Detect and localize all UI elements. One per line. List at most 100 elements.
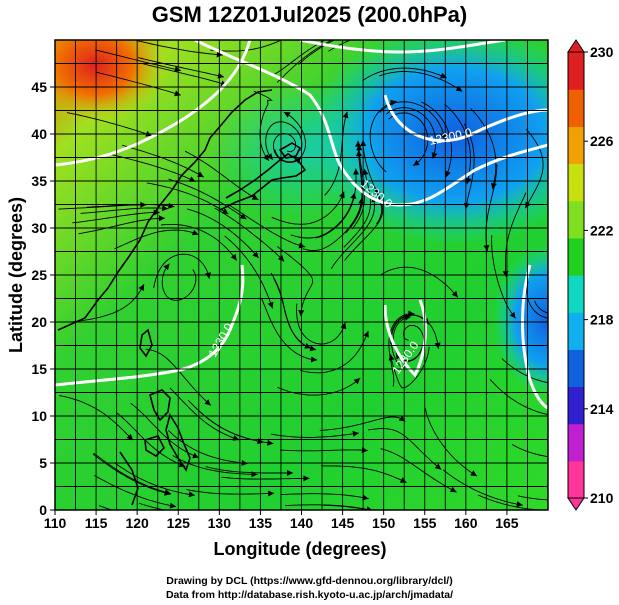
- streamline: [321, 465, 407, 484]
- streamline: [328, 40, 352, 52]
- streamline: [489, 378, 548, 415]
- y-ticks: 0 5 10 15 20 25 30 35 40 45: [31, 79, 55, 518]
- streamline-arrow: [163, 263, 170, 271]
- streamline: [351, 144, 366, 230]
- streamline: [161, 263, 197, 301]
- streamline: [534, 300, 548, 314]
- streamline-arrow: [561, 413, 567, 419]
- streamline: [114, 462, 195, 496]
- streamline: [315, 168, 357, 239]
- streamline-arrow: [455, 85, 463, 92]
- streamline: [504, 192, 527, 278]
- streamline-arrow: [470, 470, 477, 477]
- streamline: [386, 107, 437, 159]
- colorbar-tick-label: 226: [590, 133, 614, 149]
- streamline-arrow: [221, 208, 229, 214]
- streamline-arrow: [268, 490, 275, 497]
- streamline-arrow: [339, 191, 345, 199]
- streamline: [298, 40, 336, 65]
- streamline: [121, 144, 205, 178]
- streamline: [296, 303, 346, 345]
- colorbar: 230 226 222 218 214 210: [567, 39, 614, 511]
- x-tick-label: 155: [413, 515, 437, 531]
- colorbar-segment: [568, 237, 584, 276]
- streamline: [161, 223, 238, 261]
- credit-data-source: Data from http://database.rish.kyoto-u.a…: [165, 589, 454, 601]
- streamline: [253, 90, 273, 162]
- y-tick-label: 35: [31, 173, 47, 189]
- streamline: [390, 314, 439, 349]
- streamline-arrow: [352, 430, 359, 437]
- streamline-arrow: [558, 508, 564, 514]
- streamline-arrow: [403, 516, 410, 522]
- colorbar-segment: [568, 52, 584, 90]
- colorbar-tick-label: 218: [590, 312, 614, 328]
- streamline-arrow: [353, 168, 359, 175]
- streamline-arrow: [267, 301, 274, 309]
- streamline-arrow: [509, 311, 516, 319]
- y-tick-label: 20: [31, 314, 47, 330]
- streamline: [444, 103, 471, 185]
- streamline: [276, 40, 333, 83]
- streamline-arrow: [356, 150, 362, 157]
- colorbar-tick-label: 222: [590, 222, 614, 238]
- x-tick-label: 110: [44, 515, 67, 531]
- streamline: [116, 412, 186, 468]
- streamline-arrow: [342, 111, 349, 119]
- y-axis-label: Latitude (degrees): [6, 197, 26, 353]
- streamline: [272, 133, 302, 164]
- streamline: [517, 495, 548, 501]
- streamline: [470, 108, 497, 190]
- streamline-arrow: [169, 502, 176, 509]
- streamline-arrow: [162, 205, 169, 212]
- streamline-arrow: [239, 213, 247, 220]
- y-tick-label: 45: [31, 79, 47, 95]
- streamline: [69, 283, 145, 323]
- streamline: [390, 314, 430, 369]
- streamline-arrow: [191, 229, 199, 236]
- streamline: [274, 111, 306, 163]
- colorbar-min-arrow: [567, 497, 585, 511]
- streamline-arrow: [406, 29, 412, 35]
- streamline-arrow: [449, 486, 457, 493]
- streamline: [141, 63, 228, 86]
- streamline: [511, 444, 548, 458]
- colorbar-segment: [568, 349, 584, 388]
- streamline: [146, 182, 229, 215]
- colorbar-segment: [568, 275, 584, 313]
- streamline: [210, 40, 283, 52]
- streamline: [491, 235, 516, 319]
- streamline: [186, 489, 275, 495]
- colorbar-segment: [568, 386, 584, 425]
- streamline: [380, 448, 457, 493]
- chart-title: GSM 12Z01Jul2025 (200.0hPa): [151, 2, 468, 27]
- streamline: [501, 358, 548, 384]
- x-tick-label: 120: [125, 515, 149, 531]
- streamline-arrow: [591, 453, 597, 459]
- streamline: [130, 402, 200, 459]
- streamline: [362, 139, 383, 225]
- streamline: [167, 430, 248, 465]
- streamline: [138, 57, 225, 78]
- x-tick-label: 145: [331, 515, 355, 531]
- colorbar-frame: [567, 51, 585, 499]
- streamline: [138, 502, 166, 510]
- streamline: [95, 71, 181, 96]
- streamline: [381, 266, 459, 298]
- streamline-arrow: [490, 182, 497, 190]
- streamline-arrow: [174, 66, 181, 73]
- streamline: [205, 466, 294, 474]
- streamline: [343, 168, 371, 248]
- streamline-arrow: [287, 470, 294, 476]
- streamline: [80, 207, 169, 214]
- streamline-arrow: [230, 253, 237, 261]
- streamline-arrow: [251, 194, 259, 200]
- streamline-arrow: [413, 159, 420, 166]
- streamline-arrow: [340, 29, 347, 35]
- streamline: [279, 449, 368, 452]
- colorbar-segment: [568, 312, 584, 350]
- colorbar-segment: [568, 163, 584, 202]
- streamline-arrow: [355, 140, 362, 147]
- streamline: [59, 395, 134, 441]
